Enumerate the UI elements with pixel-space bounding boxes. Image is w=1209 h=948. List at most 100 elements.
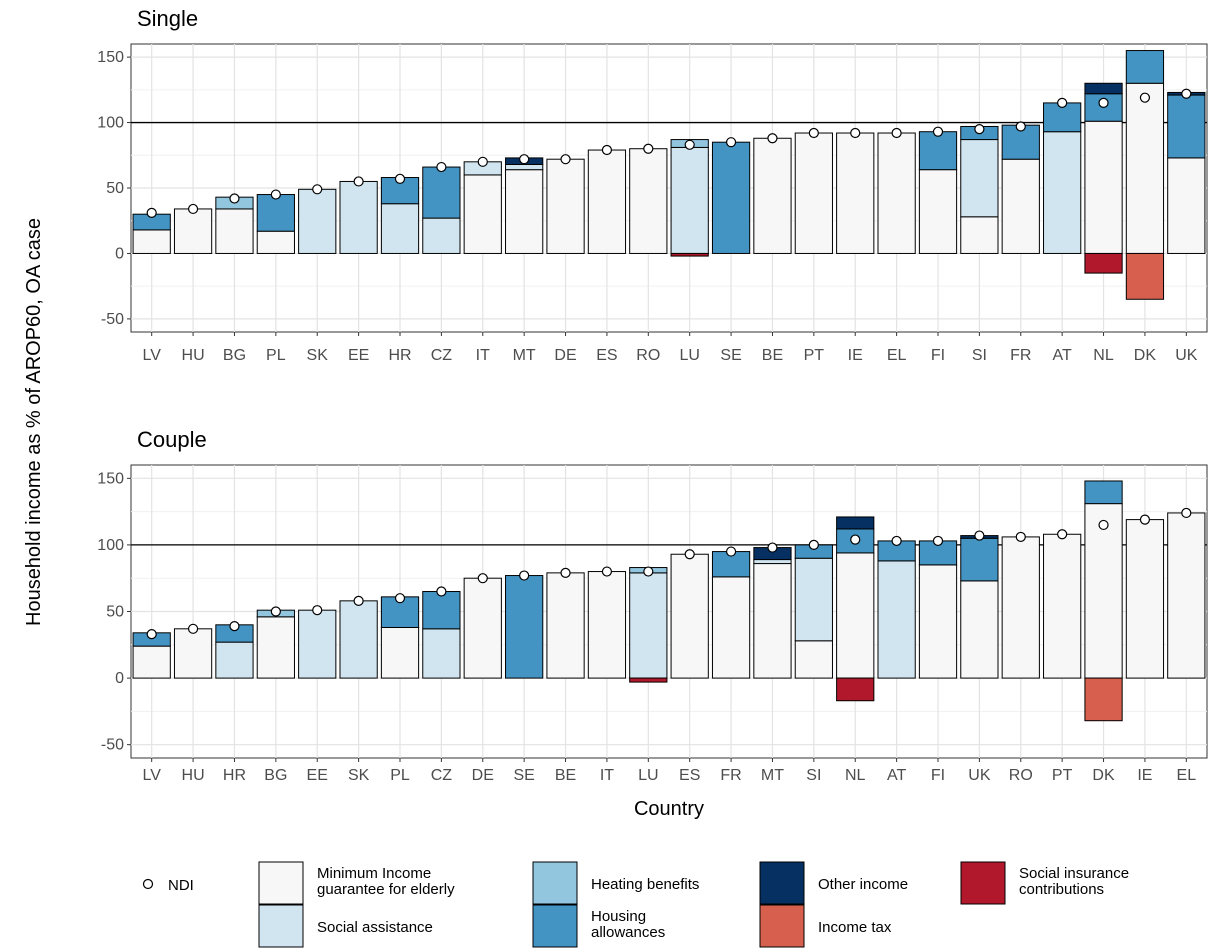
bar-segment-mig [463, 577, 502, 679]
bar-segment-mig [256, 616, 295, 679]
ndi-point [146, 207, 157, 218]
bar-segment-sa [505, 163, 544, 171]
bar-pl [380, 593, 420, 679]
ndi-point [187, 203, 199, 215]
bar-segment-sa [753, 559, 792, 565]
bar-hu [173, 203, 213, 254]
x-tick-label: PT [1052, 767, 1073, 784]
ndi-point [932, 126, 944, 137]
ndi-point [808, 127, 819, 139]
ndi-point [1057, 97, 1068, 109]
y-tick-label: 100 [97, 537, 124, 554]
bar-segment-mig [215, 208, 254, 254]
x-tick-label: CZ [431, 347, 453, 364]
ndi-point [229, 621, 240, 632]
x-tick-label: LU [679, 347, 699, 364]
x-tick-label: BE [555, 767, 576, 784]
bar-dk [1125, 50, 1165, 300]
ndi-point [270, 189, 281, 200]
x-tick-label: FI [931, 347, 945, 364]
panel-single: -50 0 50 100 150 LV HU BG PL SK EE HR CZ IT MT DE ES RO LU… [97, 6, 1208, 364]
legend-label: Other income [818, 876, 908, 893]
bar-segment-sa [794, 557, 833, 642]
legend-label: NDI [168, 877, 194, 894]
bar-fr [1001, 121, 1040, 254]
ndi-point [270, 606, 281, 617]
ndi-point [394, 593, 406, 604]
bar-se [711, 137, 751, 254]
ndi-point [1098, 519, 1109, 531]
bar-segment-sa [339, 180, 378, 254]
bar-segment-mig [463, 174, 502, 254]
ndi-point [850, 127, 861, 139]
ndi-point [519, 154, 530, 165]
bar-segment-mig [546, 158, 585, 254]
ndi-point [1139, 514, 1151, 525]
x-tick-label: PL [266, 347, 286, 364]
bar-de [463, 573, 502, 679]
bar-segment-mig [1001, 158, 1040, 254]
x-tick-label: IE [1137, 767, 1152, 784]
ndi-point [436, 586, 447, 597]
ndi-point [1015, 531, 1026, 543]
legend-swatch [532, 861, 578, 905]
y-tick-label: 150 [97, 49, 124, 66]
x-tick-label: SI [806, 767, 821, 784]
bar-segment-mig [380, 626, 420, 679]
x-tick-label: SE [513, 767, 534, 784]
x-tick-label: EE [348, 347, 369, 364]
bar-segment-sic [1084, 252, 1123, 274]
ndi-point [684, 549, 695, 560]
x-tick-label: ES [596, 347, 617, 364]
bar-segment-hous [918, 131, 958, 171]
x-tick-label: DK [1092, 767, 1115, 784]
x-tick-label: SK [307, 347, 329, 364]
bar-segment-mig [1084, 120, 1123, 254]
x-tick-label: NL [845, 767, 866, 784]
x-tick-label: PT [804, 347, 825, 364]
legend-label: Social insurance contributions [1019, 865, 1129, 898]
bar-segment-mig [546, 572, 585, 679]
bar-segment-hous [711, 141, 751, 254]
bar-es [670, 549, 709, 679]
bar-cz [422, 161, 461, 254]
panel-title: Couple [137, 427, 207, 452]
bar-segment-mig [629, 148, 668, 254]
ndi-point [932, 535, 944, 547]
legend-item-ndi: NDI [142, 877, 194, 894]
ndi-point [560, 567, 571, 578]
ndi-point [229, 193, 240, 204]
legend-item-sa: Social assistance [258, 904, 433, 948]
x-tick-label: FI [931, 767, 945, 784]
bar-el [877, 127, 916, 254]
ndi-point [1098, 97, 1109, 109]
bar-segment-mig [877, 132, 916, 254]
legend-item-tax: Income tax [759, 904, 892, 948]
bar-segment-hous [1084, 480, 1123, 505]
y-tick-label: 0 [115, 670, 124, 687]
ndi-point [519, 570, 530, 581]
bar-segment-mig [173, 628, 213, 679]
x-tick-label: UK [1175, 347, 1198, 364]
ndi-point [477, 156, 488, 167]
legend-label: Social assistance [317, 919, 433, 936]
ndi-point [891, 535, 902, 547]
bar-si [794, 539, 833, 679]
bar-segment-mig [918, 169, 958, 254]
legend-ndi-marker [142, 878, 154, 890]
bar-ie [1125, 514, 1165, 679]
bar-segment-sa [298, 609, 337, 679]
bar-lu [629, 566, 668, 683]
legend-item-other: Other income [759, 861, 908, 905]
legend-swatch [759, 904, 805, 948]
bar-segment-mig [753, 563, 792, 679]
x-axis-title: Country [634, 798, 704, 820]
x-tick-label: ES [679, 767, 700, 784]
legend-item-hous: Housing allowances [532, 904, 665, 948]
bar-pl [256, 189, 295, 254]
bar-segment-other [836, 516, 875, 530]
x-tick-label: IE [848, 347, 863, 364]
bar-nl [1084, 82, 1123, 274]
bar-segment-mig [960, 580, 999, 679]
bar-segment-mig [1167, 512, 1206, 679]
